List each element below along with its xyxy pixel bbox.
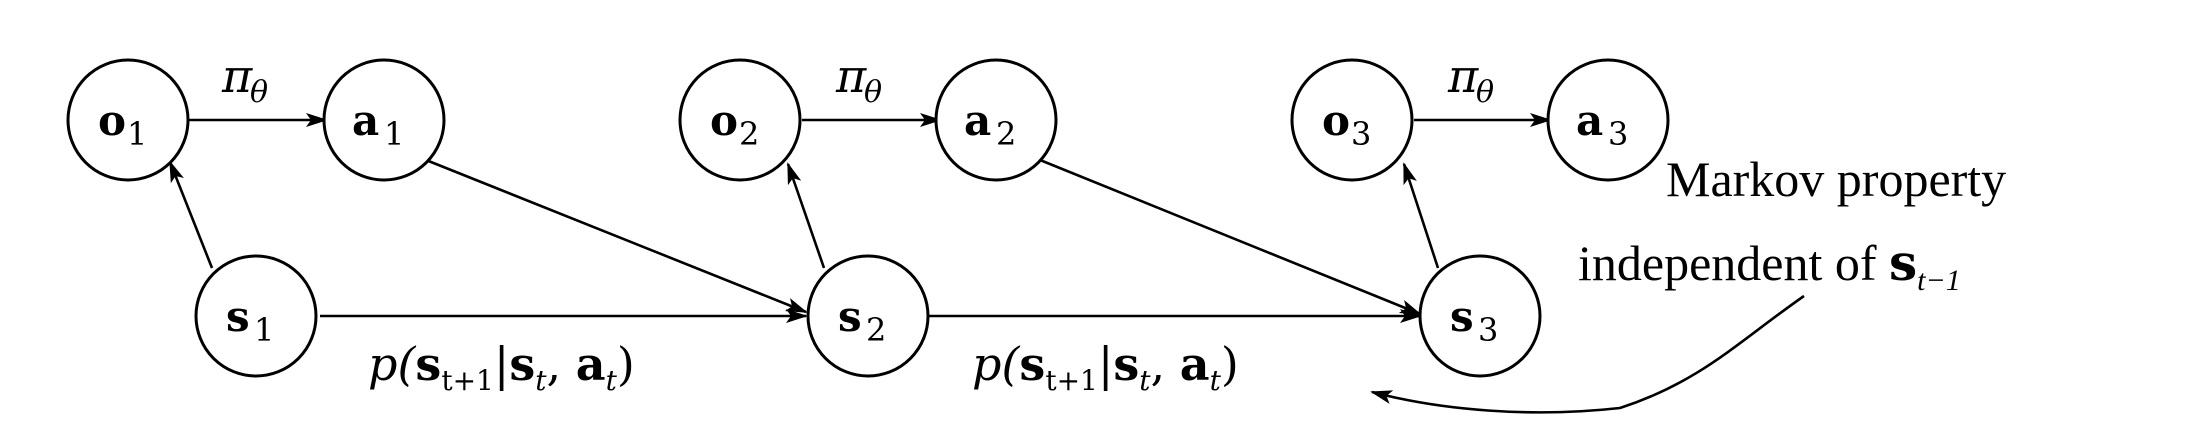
node-s2-symbol: s (838, 292, 862, 341)
node-o2: o 2 (678, 58, 802, 182)
annotation-arrow (1370, 294, 1805, 414)
edge-s3-o3 (1402, 162, 1440, 269)
node-s3: s 3 (1418, 254, 1542, 378)
node-s2-index: 2 (866, 311, 886, 349)
edge-s1-o1 (168, 160, 214, 269)
policy-label-2: π θ (835, 49, 882, 110)
node-o3-index: 3 (1351, 115, 1371, 153)
edge-s2-o2 (786, 162, 826, 269)
node-o1: o 1 (66, 58, 190, 182)
node-o3: o 3 (1290, 58, 1414, 182)
node-o1-symbol: o (98, 96, 126, 145)
transition-label-2: p(st+1|st, at) (972, 337, 1239, 397)
svg-text:π: π (1447, 49, 1479, 103)
node-s1: s 1 (194, 254, 318, 378)
svg-text:θ: θ (864, 75, 882, 110)
node-a1-index: 1 (384, 115, 404, 153)
policy-label-1: π θ (221, 49, 268, 110)
markov-annotation: Markov property independent of st−1 (1578, 151, 2006, 297)
transition-label-1: p(st+1|st, at) (368, 337, 635, 397)
svg-text:θ: θ (250, 75, 268, 110)
node-s3-index: 3 (1478, 311, 1498, 349)
node-o2-symbol: o (710, 96, 738, 145)
policy-label-3: π θ (1447, 49, 1494, 110)
node-a3-symbol: a (1576, 96, 1603, 145)
node-o3-symbol: o (1322, 96, 1350, 145)
edge-a1-s2 (425, 158, 808, 314)
node-a3-index: 3 (1608, 115, 1628, 153)
svg-text:p(st+1|st, at): p(st+1|st, at) (368, 337, 635, 397)
node-s1-symbol: s (226, 292, 250, 341)
svg-text:π: π (835, 49, 867, 103)
node-o1-index: 1 (127, 115, 147, 153)
node-a2-index: 2 (996, 115, 1016, 153)
node-a1: a 1 (322, 58, 446, 182)
node-s2: s 2 (806, 254, 930, 378)
svg-text:θ: θ (1476, 75, 1494, 110)
edge-a2-s3 (1039, 158, 1422, 316)
node-a1-symbol: a (352, 96, 379, 145)
node-a2-symbol: a (964, 96, 991, 145)
annotation-line1: Markov property (1666, 151, 2006, 207)
node-a3: a 3 (1546, 58, 1670, 182)
annotation-line2: independent of st−1 (1578, 233, 1961, 297)
svg-text:p(st+1|st, at): p(st+1|st, at) (972, 337, 1239, 397)
node-a2: a 2 (934, 58, 1058, 182)
node-o2-index: 2 (739, 115, 759, 153)
node-s3-symbol: s (1450, 292, 1474, 341)
node-s1-index: 1 (254, 311, 274, 349)
svg-text:π: π (221, 49, 253, 103)
